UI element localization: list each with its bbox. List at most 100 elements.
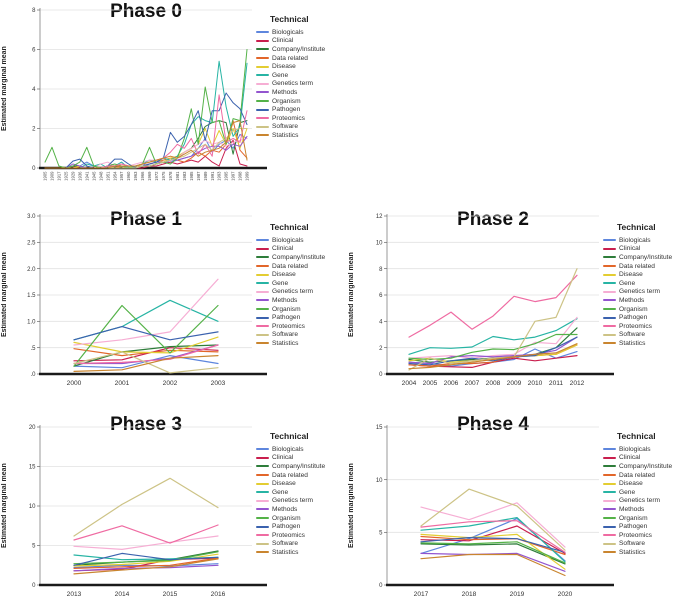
legend-swatch <box>256 342 269 345</box>
x-tick-label: 2002 <box>163 380 178 387</box>
legend-item-label: Methods <box>619 505 645 513</box>
legend-swatch <box>256 247 269 250</box>
legend-item: Gene <box>603 279 691 288</box>
y-tick-label: .0 <box>30 372 36 378</box>
y-tick-label: 12 <box>376 214 383 220</box>
legend-item-label: Company/Institute <box>619 462 673 470</box>
x-tick-label: 1987 <box>196 171 201 181</box>
legend-item: Statistics <box>256 131 344 140</box>
x-tick-label: 2010 <box>528 380 543 387</box>
legend-swatch <box>603 325 616 328</box>
y-tick-label: 6 <box>379 293 383 299</box>
legend-title: Technical <box>270 222 309 232</box>
legend-swatch <box>256 299 269 302</box>
legend-item: Proteomics <box>603 531 691 540</box>
series-lines <box>44 49 248 169</box>
series-line-statistics <box>420 553 566 577</box>
series-line-organism <box>420 541 566 564</box>
plot-area: .0 .5 1.0 1.5 2.0 2.5 3.0 2000 2001 2002 2003 <box>27 214 267 387</box>
legend-item-label: Company/Institute <box>272 253 326 261</box>
series-line-proteomics <box>44 94 248 169</box>
legend-item-label: Data related <box>619 471 655 479</box>
legend-item-label: Organism <box>619 514 648 522</box>
x-tick-label: 1978 <box>168 171 173 181</box>
legend-swatch <box>603 342 616 345</box>
x-tick-label: 2018 <box>462 591 477 598</box>
legend-swatch <box>256 333 269 336</box>
legend-item: Clinical <box>256 245 344 254</box>
legend-swatch <box>256 456 269 459</box>
series-line-company-institute <box>73 344 219 367</box>
y-tick-label: 10 <box>376 240 383 246</box>
series-line-company-institute <box>420 543 566 565</box>
legend-item-label: Methods <box>272 296 298 304</box>
legend-item-label: Clinical <box>272 245 294 253</box>
legend-swatch <box>256 74 269 77</box>
series-line-software <box>420 488 566 551</box>
legend-swatch <box>256 282 269 285</box>
legend-item: Genetics term <box>256 497 344 506</box>
y-tick-label: 0 <box>379 583 383 589</box>
legend-swatch <box>256 117 269 120</box>
legend-swatch <box>603 448 616 451</box>
legend-item-label: Pathogen <box>272 523 301 531</box>
legend-item-label: Software <box>619 331 646 339</box>
x-axis: 2017 2018 2019 2020 <box>386 583 614 598</box>
series-line-organism <box>44 49 248 169</box>
legend-swatch <box>603 282 616 285</box>
legend-swatch <box>603 265 616 268</box>
legend-item: Clinical <box>256 37 344 46</box>
legend-swatch <box>256 91 269 94</box>
x-tick-label: 1966 <box>140 171 145 181</box>
x-tick-label: 1997 <box>231 171 236 181</box>
series-line-pathogen <box>73 552 219 566</box>
legend-item: Data related <box>256 54 344 63</box>
legend-item: Pathogen <box>256 313 344 322</box>
legend-swatch <box>603 333 616 336</box>
legend-item-label: Data related <box>619 262 655 270</box>
y-axis-label: Estimated marginal mean <box>1 252 8 338</box>
legend-item-label: Software <box>272 540 299 548</box>
x-tick-label: 2000 <box>67 380 82 387</box>
series-line-pathogen <box>44 92 248 169</box>
chart-phase-2: Phase 2 Estimated marginal mean 0 2 4 6 8 10 12 2… <box>347 206 694 403</box>
y-axis: 0 5 10 15 20 <box>29 425 41 589</box>
series-lines <box>420 488 566 577</box>
x-tick-label: 1954 <box>112 171 117 181</box>
legend-swatch <box>256 239 269 242</box>
legend-item-label: Proteomics <box>272 322 305 330</box>
legend-item-label: Company/Institute <box>619 253 673 261</box>
legend-item: Gene <box>256 71 344 80</box>
series-line-gene <box>408 318 578 355</box>
legend-swatch <box>256 517 269 520</box>
series-lines <box>73 278 219 374</box>
gridlines <box>40 426 252 546</box>
legend-item-label: Organism <box>619 305 648 313</box>
series-line-organism <box>73 551 219 565</box>
legend-title: Technical <box>617 222 656 232</box>
legend-swatch <box>603 542 616 545</box>
plot-area: 0 5 10 15 2017 2018 2019 2020 <box>376 425 614 598</box>
legend-item-label: Statistics <box>272 339 299 347</box>
legend-item: Statistics <box>603 548 691 557</box>
y-tick-label: 8 <box>32 8 36 14</box>
legend-item-label: Pathogen <box>619 523 648 531</box>
y-tick-label: .5 <box>30 346 36 352</box>
x-tick-label: 1941 <box>84 171 89 181</box>
x-tick-label: 2012 <box>570 380 585 387</box>
legend-item-label: Biologicals <box>272 28 304 36</box>
legend-item: Clinical <box>603 245 691 254</box>
legend-title: Technical <box>270 14 309 24</box>
legend-item: Genetics term <box>256 80 344 89</box>
legend-item: Biologicals <box>256 28 344 37</box>
legend-title: Technical <box>270 431 309 441</box>
legend-item: Biologicals <box>603 236 691 245</box>
legend-item-label: Disease <box>272 63 296 71</box>
chart-phase-0: Phase 0 Estimated marginal mean 0 2 4 6 8 1905 1… <box>0 0 347 203</box>
series-line-software <box>73 477 219 537</box>
y-tick-label: 0 <box>32 583 36 589</box>
y-axis: 0 5 10 15 <box>376 425 388 589</box>
legend-swatch <box>603 239 616 242</box>
x-tick-label: 1963 <box>133 171 138 181</box>
legend-item: Disease <box>256 270 344 279</box>
